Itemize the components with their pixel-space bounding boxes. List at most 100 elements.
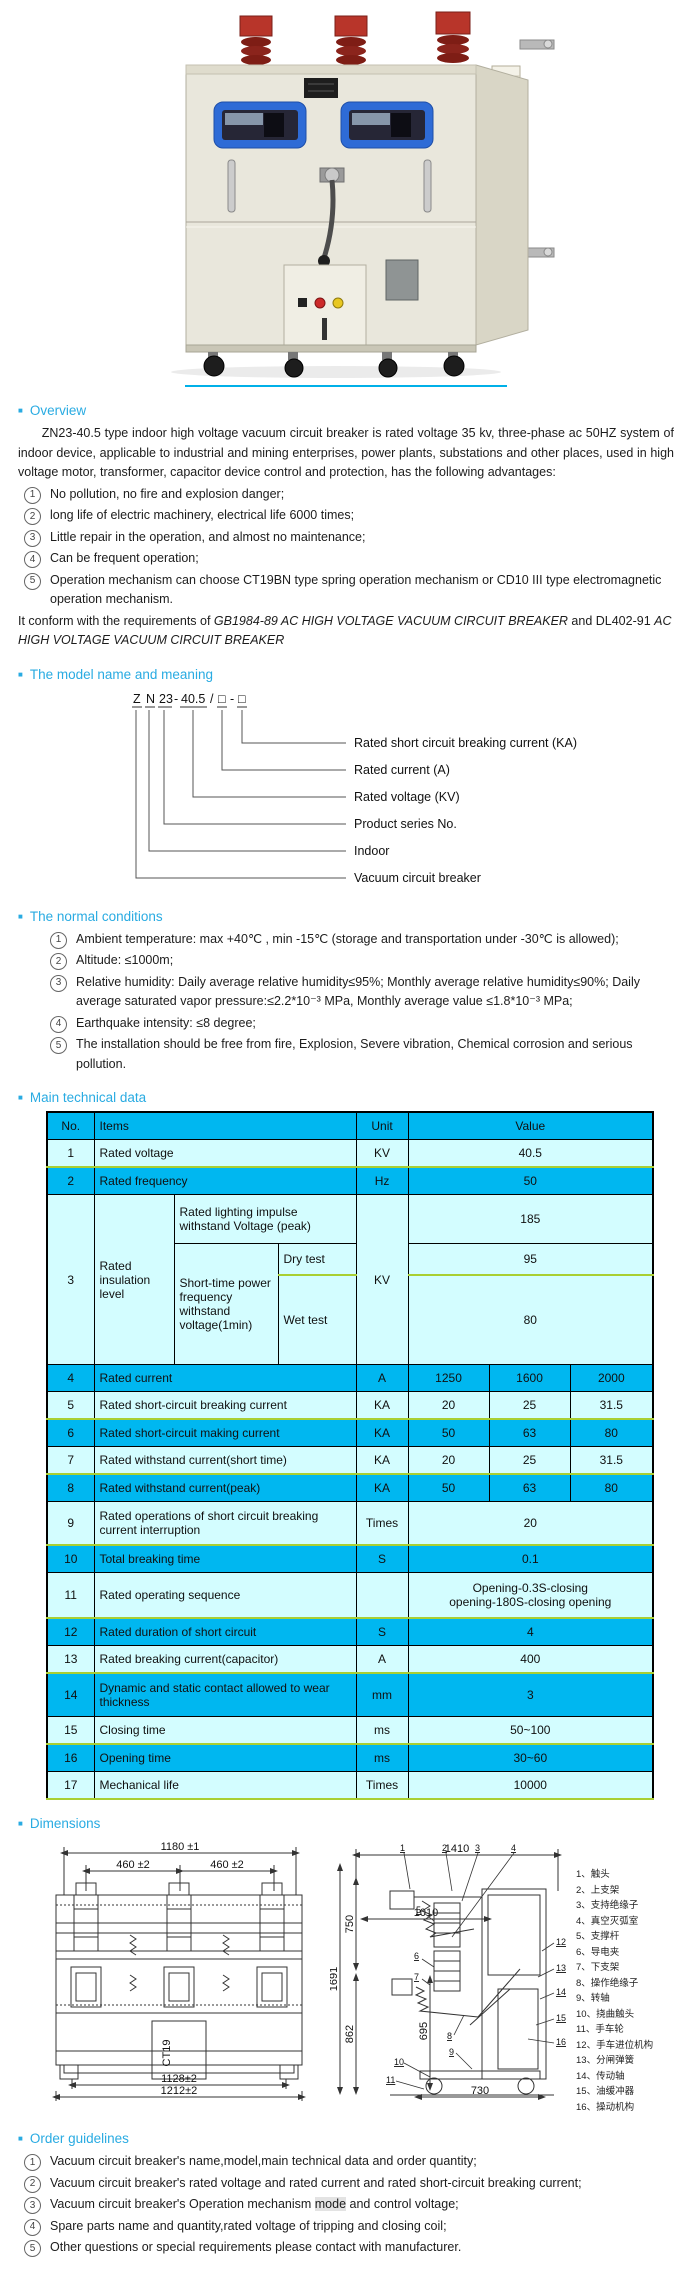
cell-no: 16 (46, 1743, 95, 1772)
part-item: 7、下支架 (576, 1962, 620, 1973)
dim-outer-width: 1212±2 (161, 2085, 198, 2097)
list-item: 3 Little repair in the operation, and alm… (24, 528, 674, 548)
cell-value: 80 (569, 1418, 654, 1447)
value-line: opening-180S-closing opening (449, 1595, 612, 1609)
conditions-title: The normal conditions (29, 908, 163, 924)
cell-value: 40.5 (407, 1139, 654, 1168)
header-items: Items (93, 1111, 357, 1140)
cell-item: Rated current (93, 1364, 357, 1392)
list-item: 4 Spare parts name and quantity,rated vol… (24, 2217, 674, 2237)
list-item-text: Vacuum circuit breaker's Operation mecha… (50, 2195, 459, 2215)
model-title: The model name and meaning (29, 666, 213, 682)
cell-value: 80 (407, 1274, 654, 1365)
dim-left-span: 460 ±2 (116, 1859, 150, 1871)
cell-value: Opening-0.3S-closing opening-180S-closin… (407, 1572, 654, 1619)
dim-total-height: 1691 (330, 1967, 340, 1991)
cell-unit: A (355, 1364, 409, 1392)
guideline-text: and control voltage; (346, 2197, 459, 2211)
model-code-z: Z (133, 692, 141, 706)
model-label: Vacuum circuit breaker (354, 871, 481, 885)
part-item: 4、真空灭弧室 (576, 1915, 639, 1927)
list-item: 1 No pollution, no fire and explosion dan… (24, 485, 674, 505)
cell-unit (355, 1572, 409, 1619)
dim-top-width: 1410 (445, 1843, 469, 1855)
cell-value: 63 (488, 1418, 571, 1447)
dim-lower-height: 862 (344, 2025, 356, 2043)
cell-unit: KA (355, 1418, 409, 1447)
callout-number: 4 (511, 1843, 516, 1853)
list-item-text: Relative humidity: Daily average relativ… (76, 974, 640, 1009)
section-model: ■ The model name and meaning Z N 23 - 40.… (18, 667, 674, 893)
cell-item: Dynamic and static contact allowed to we… (93, 1672, 357, 1717)
dim-inner-width: 1128±2 (161, 2073, 197, 2085)
table-row: 10 Total breaking time S 0.1 (46, 1544, 654, 1573)
part-item: 3、支持绝缘子 (576, 1900, 639, 1911)
square-bullet-icon: ■ (18, 1093, 23, 1102)
overview-title: Overview (29, 403, 87, 418)
cell-no: 2 (46, 1166, 95, 1195)
cell-item: Total breaking time (93, 1544, 357, 1573)
list-item-text: long life of electric machinery, electri… (50, 508, 355, 522)
cell-value: 0.1 (407, 1544, 654, 1573)
list-item: 2 long life of electric machinery, electr… (24, 506, 674, 526)
table-row: 17 Mechanical life Times 10000 (46, 1771, 654, 1800)
part-item: 13、分闸弹簧 (576, 2055, 635, 2066)
callout-number: 11 (386, 2075, 395, 2085)
product-photo (171, 11, 555, 378)
model-label: Product series No. (354, 817, 457, 831)
table-row: 1 Rated voltage KV 40.5 (46, 1139, 654, 1168)
table-row-insulation: Wet test 80 (47, 1274, 654, 1365)
cell-value: 31.5 (569, 1446, 654, 1475)
table-row: 16 Opening time ms 30~60 (46, 1743, 654, 1772)
standard-name: AC HIGH VOLTAGE VACUUM CIRCUIT BREAKER (18, 613, 672, 648)
section-conditions: ■ The normal conditions 1 Ambient temperat… (18, 909, 674, 1075)
dim-upper-height: 750 (344, 1915, 356, 1933)
cell-sub-item: Dry test (277, 1243, 357, 1276)
cell-unit: KV (355, 1139, 409, 1168)
circled-number: 1 (50, 931, 67, 949)
cell-value: 3 (407, 1672, 654, 1717)
list-item-text: Vacuum circuit breaker's rated voltage a… (50, 2175, 582, 2190)
cell-unit: ms (355, 1716, 409, 1745)
cell-value: 50~100 (407, 1716, 654, 1745)
cell-value: 20 (407, 1446, 490, 1475)
list-item: 1 Vacuum circuit breaker's name,model,mai… (24, 2152, 674, 2172)
callout-number: 12 (556, 1937, 566, 1947)
cell-item: Rated voltage (93, 1139, 357, 1168)
circled-number: 2 (50, 953, 67, 970)
model-code-series: 23 (159, 692, 173, 706)
callout-number: 13 (556, 1963, 566, 1973)
header-no: No. (46, 1111, 95, 1140)
order-list: 1 Vacuum circuit breaker's name,model,mai… (24, 2152, 674, 2258)
list-item: 3 Vacuum circuit breaker's Operation mech… (24, 2195, 674, 2215)
callout-number: 16 (556, 2037, 566, 2047)
cell-unit: S (355, 1617, 409, 1646)
cell-unit: S (355, 1544, 409, 1573)
cell-no: 6 (46, 1418, 95, 1447)
part-item: 8、操作绝缘子 (576, 1977, 639, 1989)
callout-number: 2 (442, 1843, 447, 1853)
list-item: 1 Ambient temperature: max +40℃ , min -15… (50, 930, 674, 950)
square-bullet-icon: ■ (18, 669, 23, 679)
list-item-text: Spare parts name and quantity,rated volt… (50, 2218, 447, 2233)
cell-item: Rated short-circuit making current (93, 1418, 357, 1447)
part-item: 14、传动轴 (576, 2070, 625, 2082)
standards-note-text: It conform with the requirements of (18, 613, 214, 628)
table-row-insulation: 3 Rated insulation level Rated lighting … (46, 1194, 654, 1365)
list-item-text: Can be frequent operation; (50, 551, 199, 565)
cell-item: Rated duration of short circuit (93, 1617, 357, 1646)
table-row: 2 Rated frequency Hz 50 (46, 1166, 654, 1195)
list-item-text: Altitude: ≤1000m; (76, 953, 174, 967)
cell-unit: KA (355, 1391, 409, 1420)
header-unit: Unit (355, 1111, 409, 1140)
callout-number: 14 (556, 1987, 566, 1997)
cell-value: 25 (488, 1391, 571, 1420)
section-dimensions: ■ Dimensions 1180 ±1 460 ±2 460 ±2 (18, 1816, 674, 2115)
table-row: 12 Rated duration of short circuit S 4 (46, 1617, 654, 1646)
product-photo-block (18, 10, 674, 387)
callout-number: 3 (475, 1843, 480, 1853)
square-bullet-icon: ■ (18, 2134, 23, 2143)
list-item-text: Earthquake intensity: ≤8 degree; (76, 1015, 256, 1030)
side-view-drawing: 1410 1691 750 862 1010 695 730 (330, 1843, 566, 2100)
